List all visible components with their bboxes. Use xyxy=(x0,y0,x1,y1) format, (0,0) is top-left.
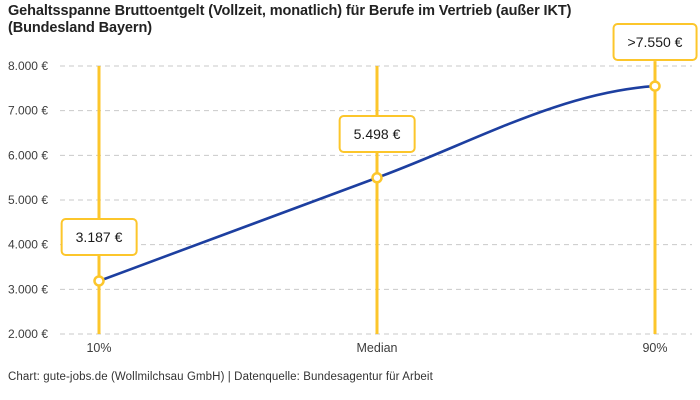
chart-title: Gehaltsspanne Bruttoentgelt (Vollzeit, m… xyxy=(8,3,571,37)
y-tick-label: 7.000 € xyxy=(8,104,48,118)
y-tick-label: 4.000 € xyxy=(8,238,48,252)
series-line xyxy=(97,84,657,283)
data-point-marker xyxy=(649,80,661,92)
y-tick-label: 2.000 € xyxy=(8,327,48,341)
x-tick-label: Median xyxy=(357,341,398,355)
y-tick-label: 6.000 € xyxy=(8,148,48,162)
y-tick-label: 5.000 € xyxy=(8,193,48,207)
data-point-marker xyxy=(371,172,383,184)
y-tick-label: 8.000 € xyxy=(8,59,48,73)
x-tick-label: 90% xyxy=(642,341,667,355)
point-value-label: >7.550 € xyxy=(612,23,698,62)
chart-title-line-2: (Bundesland Bayern) xyxy=(8,20,152,36)
y-tick-label: 3.000 € xyxy=(8,282,48,296)
data-point-marker xyxy=(93,275,105,287)
x-tick-label: 10% xyxy=(86,341,111,355)
point-value-label: 3.187 € xyxy=(60,217,138,256)
point-value-label: 5.498 € xyxy=(338,114,416,153)
chart-title-line-1: Gehaltsspanne Bruttoentgelt (Vollzeit, m… xyxy=(8,3,572,19)
attribution-text: Chart: gute-jobs.de (Wollmilchsau GmbH) … xyxy=(8,371,433,383)
